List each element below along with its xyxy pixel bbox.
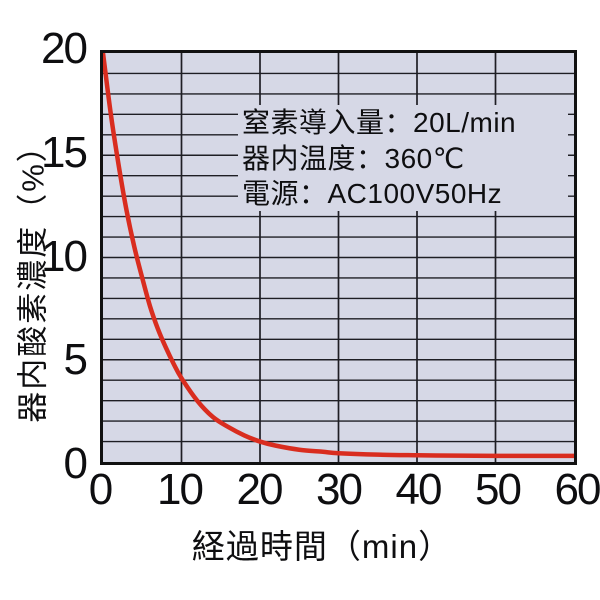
x-tick-label-40: 40	[395, 465, 443, 514]
y-tick-label-0: 0	[63, 439, 88, 488]
x-tick-label-50: 50	[475, 465, 522, 514]
plot-area: 窒素導入量：20L/min 器内温度：360℃ 電源：AC100V50Hz	[100, 50, 577, 465]
y-tick-label-20: 20	[41, 24, 88, 73]
y-tick-label-5: 5	[63, 335, 88, 385]
annotation-internal-temperature: 器内温度：360℃	[242, 142, 465, 174]
y-tick-label-10: 10	[41, 231, 88, 281]
x-tick-label-0: 0	[88, 465, 113, 514]
oxygen-concentration-curve	[103, 53, 574, 459]
x-tick-label-20: 20	[236, 465, 284, 514]
y-tick-label-15: 15	[41, 127, 88, 177]
x-tick-label-10: 10	[157, 465, 204, 514]
annotation-power-supply: 電源：AC100V50Hz	[242, 178, 503, 209]
x-axis-title: 経過時間（min）	[191, 528, 453, 565]
x-tick-label-60: 60	[554, 465, 600, 514]
annotation-box: 窒素導入量：20L/min 器内温度：360℃ 電源：AC100V50Hz	[238, 105, 568, 211]
x-tick-label-30: 30	[316, 465, 363, 514]
annotation-nitrogen-flow: 窒素導入量：20L/min	[242, 107, 517, 138]
